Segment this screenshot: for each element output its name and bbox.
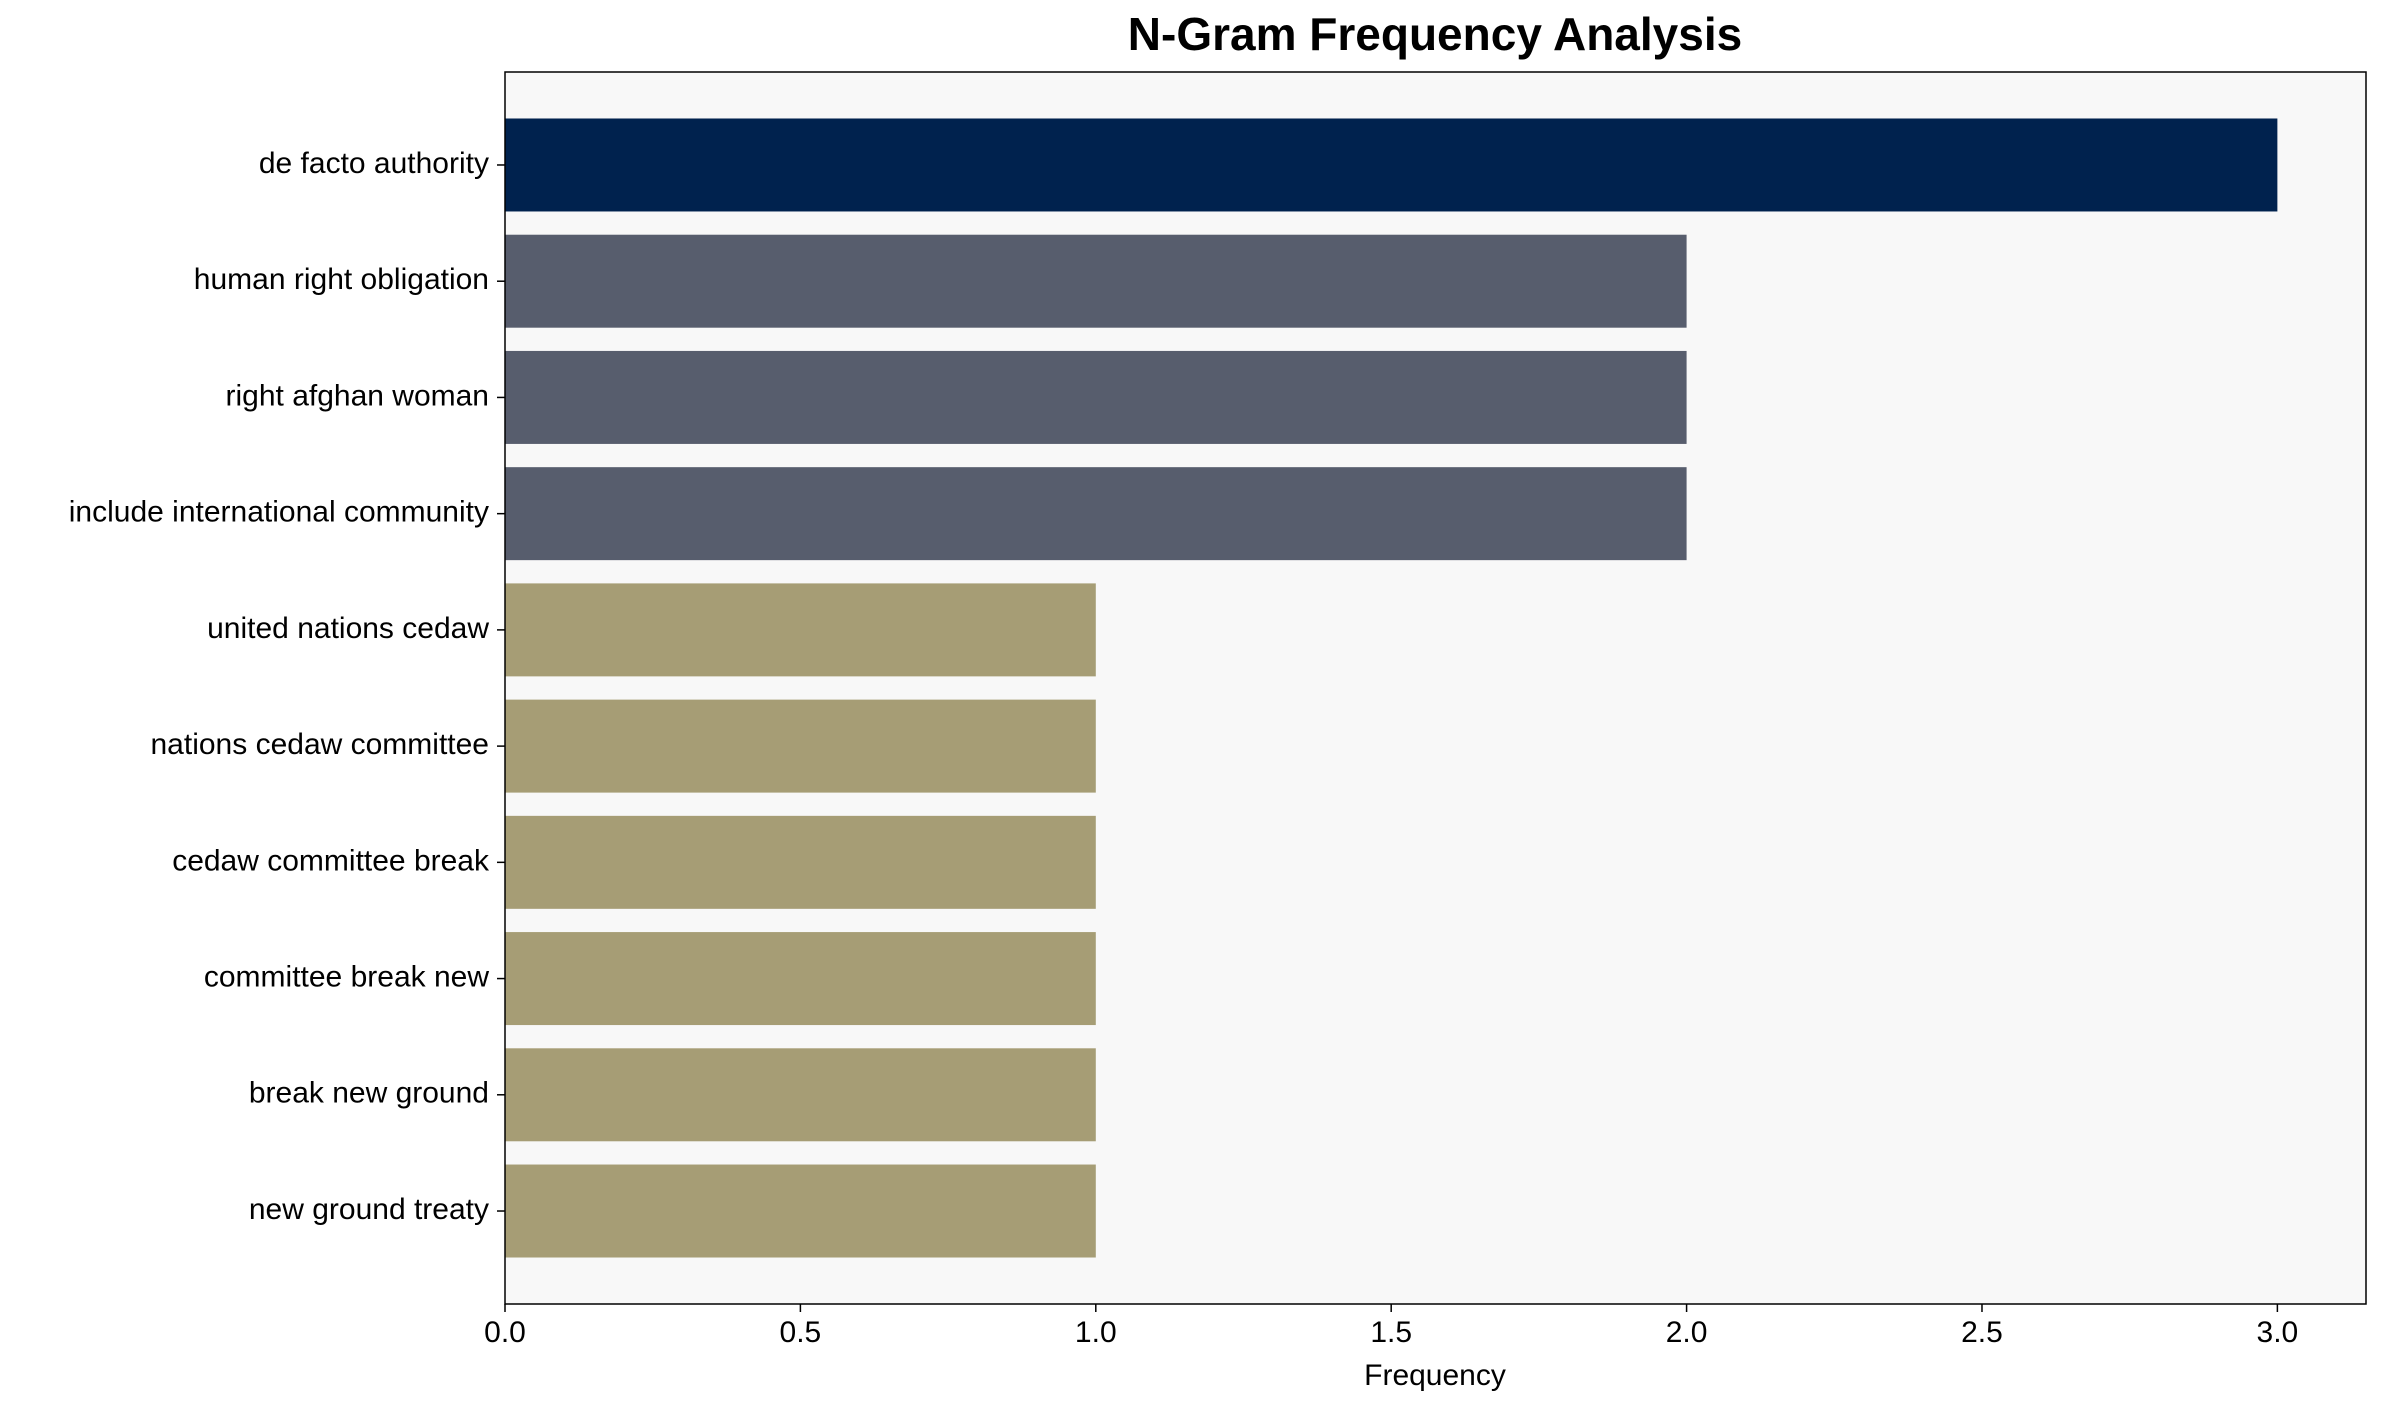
y-tick-label: new ground treaty	[249, 1193, 489, 1226]
x-tick-label: 1.5	[1370, 1316, 1412, 1349]
y-tick-label: de facto authority	[259, 147, 489, 180]
y-tick-label: right afghan woman	[226, 379, 490, 412]
plot-frame	[504, 71, 2367, 1305]
y-tick-label: include international community	[69, 496, 489, 529]
bar	[505, 583, 1096, 677]
bar	[505, 815, 1096, 909]
bar	[505, 234, 1687, 328]
bar	[505, 1048, 1096, 1142]
bar	[505, 118, 2278, 212]
y-tick-label: human right obligation	[194, 263, 489, 296]
x-tick-label: 0.0	[484, 1316, 526, 1349]
y-tick-label: committee break new	[204, 960, 489, 993]
x-tick-label: 2.5	[1961, 1316, 2003, 1349]
x-tick-label: 0.5	[780, 1316, 822, 1349]
bar	[505, 932, 1096, 1026]
bar	[505, 1164, 1096, 1258]
y-tick-label: break new ground	[249, 1077, 489, 1110]
x-tick-label: 3.0	[2257, 1316, 2299, 1349]
bar	[505, 467, 1687, 561]
bar	[505, 350, 1687, 444]
y-tick-label: cedaw committee break	[172, 844, 490, 877]
x-tick-label: 1.0	[1075, 1316, 1117, 1349]
y-tick-label: nations cedaw committee	[151, 728, 490, 761]
x-tick-label: 2.0	[1666, 1316, 1708, 1349]
y-tick-label: united nations cedaw	[207, 612, 489, 645]
x-axis-label: Frequency	[1364, 1359, 1506, 1392]
bar	[505, 699, 1096, 793]
chart-title: N-Gram Frequency Analysis	[1128, 8, 1742, 60]
